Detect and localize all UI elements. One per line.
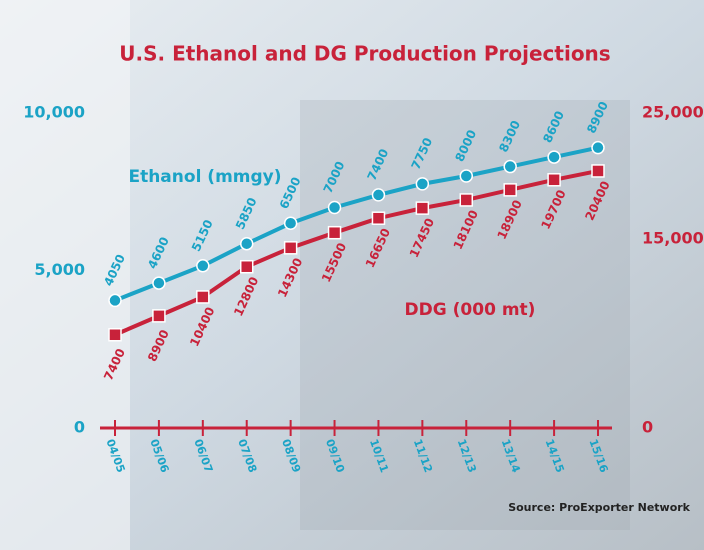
y2-tick-label: 25,000 xyxy=(642,103,704,122)
point xyxy=(591,140,605,155)
point xyxy=(327,200,342,215)
y-tick-label: 10,000 xyxy=(23,103,85,122)
chart-title: U.S. Ethanol and DG Production Projectio… xyxy=(119,42,610,66)
series-line xyxy=(114,168,599,337)
point xyxy=(547,173,561,187)
legend-label: DDG (000 mt) xyxy=(405,300,536,320)
point xyxy=(459,193,474,207)
point xyxy=(459,169,474,183)
point xyxy=(503,159,517,174)
y-tick-label: 0 xyxy=(74,418,85,437)
point xyxy=(591,164,605,178)
point xyxy=(152,309,166,323)
point xyxy=(152,276,166,290)
y-tick-label: 5,000 xyxy=(34,260,85,279)
series-line xyxy=(114,145,599,303)
point xyxy=(371,188,386,202)
point xyxy=(283,216,298,230)
point xyxy=(327,225,342,240)
y2-tick-label: 0 xyxy=(642,418,653,437)
point xyxy=(108,328,122,342)
point xyxy=(547,150,561,164)
point xyxy=(239,259,254,274)
point xyxy=(503,183,517,197)
point xyxy=(239,236,254,251)
point xyxy=(415,201,430,215)
point xyxy=(283,241,298,255)
point xyxy=(371,211,386,225)
point xyxy=(108,293,122,308)
point xyxy=(415,177,430,191)
photo-column xyxy=(0,0,130,550)
source: Source: ProExporter Network xyxy=(508,501,690,514)
point xyxy=(196,290,210,304)
legend-label: Ethanol (mmgy) xyxy=(128,167,281,187)
y2-tick-label: 15,000 xyxy=(642,229,704,248)
point xyxy=(196,259,210,273)
